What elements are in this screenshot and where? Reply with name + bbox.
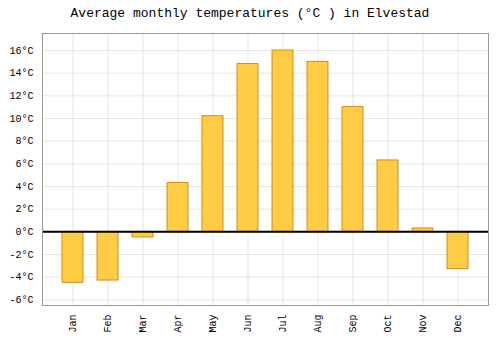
svg-text:-2°C: -2°C	[9, 250, 33, 261]
svg-text:16°C: 16°C	[9, 46, 33, 57]
svg-text:Jul: Jul	[278, 315, 289, 333]
svg-text:2°C: 2°C	[15, 204, 33, 215]
html-text:Average monthly temperatures (: Average monthly temperatures (°C ) in El…	[70, 6, 430, 21]
svg-text:Feb: Feb	[103, 315, 114, 333]
svg-text:Jan: Jan	[68, 315, 79, 333]
svg-text:Dec: Dec	[453, 315, 464, 333]
svg-text:Oct: Oct	[383, 315, 394, 333]
svg-text:4°C: 4°C	[15, 182, 33, 193]
svg-text:Jun: Jun	[243, 315, 254, 333]
svg-text:Apr: Apr	[173, 315, 184, 333]
svg-text:8°C: 8°C	[15, 136, 33, 147]
svg-text:May: May	[208, 315, 219, 333]
svg-text:Aug: Aug	[313, 315, 324, 333]
svg-text:Mar: Mar	[138, 315, 149, 333]
svg-text:14°C: 14°C	[9, 68, 33, 79]
svg-text:-4°C: -4°C	[9, 272, 33, 283]
svg-text:10°C: 10°C	[9, 114, 33, 125]
svg-text:6°C: 6°C	[15, 159, 33, 170]
svg-text:-6°C: -6°C	[9, 295, 33, 306]
svg-text:Sep: Sep	[348, 315, 359, 333]
svg-text:0°C: 0°C	[15, 227, 33, 238]
svg-text:Nov: Nov	[418, 315, 429, 333]
svg-text:12°C: 12°C	[9, 91, 33, 102]
